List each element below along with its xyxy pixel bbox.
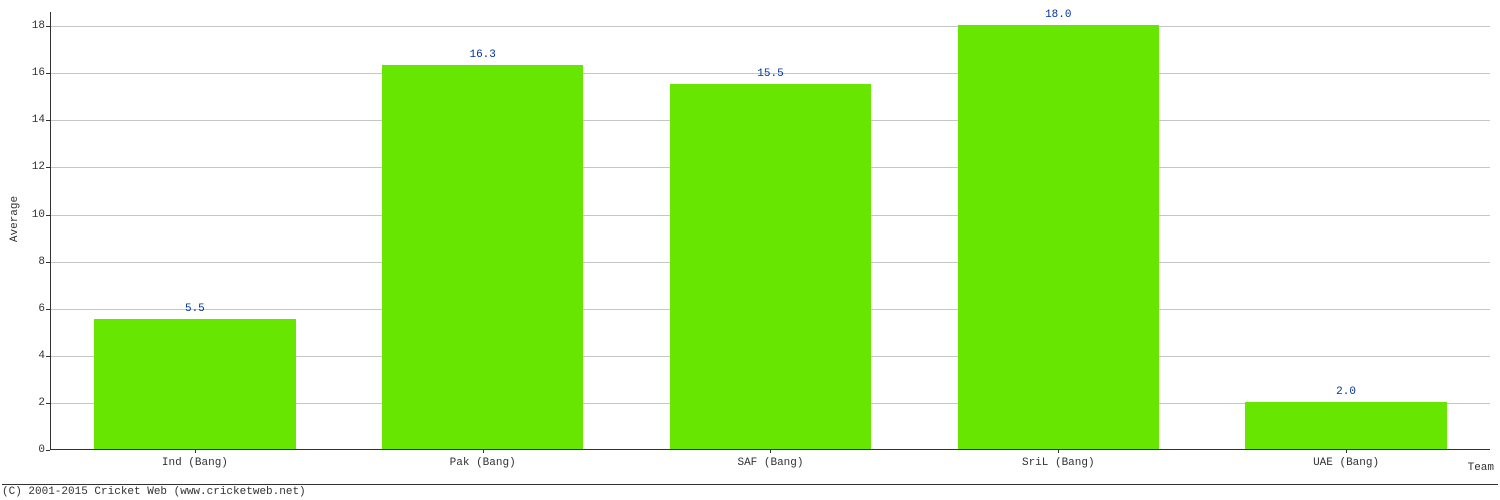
y-tick-label: 4	[5, 350, 45, 362]
x-tick-mark	[1058, 449, 1059, 453]
y-tick-label: 18	[5, 20, 45, 32]
x-tick-mark	[483, 449, 484, 453]
bar-slot: 15.5SAF (Bang)	[627, 12, 915, 449]
x-tick-mark	[195, 449, 196, 453]
bar-value-label: 16.3	[469, 49, 495, 61]
y-tick-label: 8	[5, 256, 45, 268]
x-tick-mark	[770, 449, 771, 453]
y-tick-label: 10	[5, 209, 45, 221]
y-tick-mark	[46, 450, 50, 451]
bar: 15.5	[670, 84, 871, 449]
bar: 5.5	[94, 319, 295, 449]
y-tick-label: 12	[5, 161, 45, 173]
bar-slot: 2.0UAE (Bang)	[1202, 12, 1490, 449]
chart-container: Average 024681012141618 5.5Ind (Bang)16.…	[0, 0, 1500, 500]
y-tick-label: 2	[5, 397, 45, 409]
x-tick-label: SAF (Bang)	[737, 457, 803, 469]
bar-slot: 16.3Pak (Bang)	[339, 12, 627, 449]
x-tick-label: SriL (Bang)	[1022, 457, 1095, 469]
bar-value-label: 5.5	[185, 303, 205, 315]
y-tick-label: 6	[5, 303, 45, 315]
x-axis-label: Team	[1468, 462, 1494, 474]
y-tick-label: 16	[5, 67, 45, 79]
bar-slot: 5.5Ind (Bang)	[51, 12, 339, 449]
bar: 16.3	[382, 65, 583, 449]
bars-group: 5.5Ind (Bang)16.3Pak (Bang)15.5SAF (Bang…	[51, 12, 1490, 449]
y-tick-label: 14	[5, 114, 45, 126]
x-tick-label: Ind (Bang)	[162, 457, 228, 469]
copyright-text: (C) 2001-2015 Cricket Web (www.cricketwe…	[2, 484, 1498, 498]
bar: 2.0	[1245, 402, 1446, 449]
bar-value-label: 15.5	[757, 68, 783, 80]
x-tick-label: Pak (Bang)	[450, 457, 516, 469]
bar: 18.0	[958, 25, 1159, 449]
x-tick-label: UAE (Bang)	[1313, 457, 1379, 469]
bar-slot: 18.0SriL (Bang)	[914, 12, 1202, 449]
plot-area: 5.5Ind (Bang)16.3Pak (Bang)15.5SAF (Bang…	[50, 12, 1490, 450]
y-tick-label: 0	[5, 444, 45, 456]
x-tick-mark	[1346, 449, 1347, 453]
bar-value-label: 18.0	[1045, 9, 1071, 21]
bar-value-label: 2.0	[1336, 386, 1356, 398]
